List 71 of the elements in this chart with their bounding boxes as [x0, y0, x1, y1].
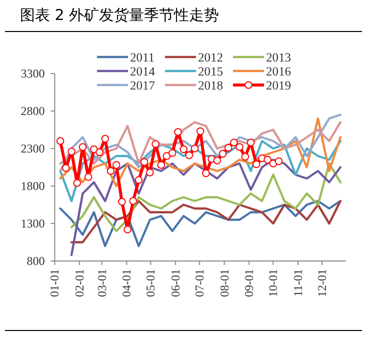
x-tick-label: 01-01 [48, 269, 62, 297]
x-tick-label: 10-01 [266, 269, 280, 297]
point [56, 137, 64, 145]
line-series [70, 158, 342, 256]
x-tick-label: 05-01 [144, 269, 158, 297]
point [78, 143, 87, 151]
y-tick-label: 2800 [20, 104, 45, 118]
point [140, 158, 148, 166]
point [134, 176, 143, 184]
x-tick-label: 04-01 [120, 269, 134, 297]
point [84, 173, 92, 181]
legend-label: 2015 [198, 64, 223, 78]
point [174, 128, 182, 136]
point [190, 144, 199, 152]
point [124, 226, 132, 234]
point [213, 156, 222, 164]
legend-label: 2018 [198, 78, 223, 92]
point [202, 169, 210, 178]
point [252, 160, 260, 168]
x-tick-label: 06-01 [168, 269, 183, 297]
point [129, 197, 138, 205]
point [62, 164, 70, 172]
point [274, 157, 283, 166]
x-tick-label: 03-01 [94, 269, 109, 297]
x-tick-label: 11-01 [290, 269, 305, 297]
y-tick-label: 1800 [20, 179, 45, 193]
y-tick-label: 800 [26, 254, 45, 268]
point [152, 140, 160, 148]
legend-label: 2016 [266, 64, 291, 78]
y-tick-label: 1300 [20, 216, 45, 230]
x-tick-label: 09-01 [242, 269, 256, 297]
line-series [59, 121, 342, 165]
point [236, 143, 244, 151]
line-series [59, 117, 342, 188]
point [90, 145, 98, 154]
legend-label: 2014 [130, 64, 156, 78]
point [112, 161, 120, 169]
point [230, 138, 238, 146]
point [196, 127, 204, 136]
point [68, 148, 76, 156]
x-tick-label: 07-01 [192, 269, 207, 297]
point [264, 156, 272, 164]
x-tick-label: 12-01 [314, 269, 329, 297]
legend-label: 2012 [198, 50, 223, 64]
point [246, 138, 255, 146]
legend-label: 2013 [266, 50, 291, 64]
line-series [59, 114, 342, 172]
point [118, 198, 126, 206]
chart-title: 图表 2 外矿发货量季节性走势 [20, 6, 220, 24]
y-tick-label: 3300 [20, 66, 45, 80]
point [73, 179, 82, 187]
point [224, 144, 232, 152]
point [162, 152, 171, 160]
point [241, 152, 250, 161]
point [146, 168, 154, 176]
legend-label: 2017 [130, 78, 155, 92]
point [185, 151, 194, 160]
point [168, 149, 176, 157]
x-tick-label: 08-01 [217, 269, 232, 297]
legend-label: 2011 [130, 50, 155, 64]
point [180, 145, 188, 154]
point [218, 150, 227, 158]
point [157, 161, 166, 169]
line-series [70, 162, 342, 232]
x-tick-label: 02-01 [72, 269, 87, 297]
point [96, 148, 104, 156]
point [106, 167, 115, 175]
legend-label: 2019 [266, 78, 291, 92]
point [101, 134, 110, 143]
y-tick-label: 2300 [20, 142, 45, 156]
line-series [59, 140, 342, 202]
